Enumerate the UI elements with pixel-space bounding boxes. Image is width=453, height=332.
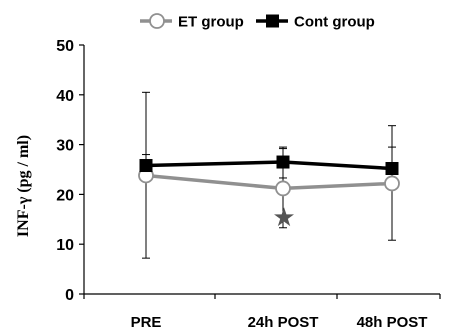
annotations: ★: [272, 203, 295, 233]
data-point-square: [139, 159, 153, 173]
significance-star: ★: [272, 203, 295, 233]
series-lines: [145, 160, 393, 191]
y-axis-label: INF-γ (pg / ml): [15, 135, 32, 237]
data-point-square: [385, 162, 399, 176]
data-point-circle: [275, 180, 291, 197]
legend-label: ET group: [178, 14, 244, 31]
legend-marker-circle: [149, 13, 165, 29]
series-line: [145, 173, 393, 191]
y-tick-label: 30: [56, 138, 74, 155]
axes: 0 10 20 30 40 50 PRE 24h POST 48h POST: [56, 38, 441, 331]
x-tick-label: 48h POST: [357, 314, 428, 331]
data-point-circle: [384, 175, 400, 192]
data-point-square: [276, 155, 290, 169]
y-tick-label: 50: [56, 38, 74, 55]
y-tick-label: 0: [65, 287, 74, 304]
error-bars: [142, 91, 396, 259]
legend-label: Cont group: [294, 14, 375, 31]
legend-marker-square: [266, 14, 279, 28]
legend: ET group Cont group: [140, 13, 375, 31]
y-tick-label: 20: [56, 187, 74, 204]
markers: [138, 155, 400, 197]
x-tick-label: 24h POST: [248, 314, 319, 331]
y-tick-label: 10: [56, 237, 74, 254]
y-tick-label: 40: [56, 88, 74, 105]
x-tick-label: PRE: [131, 314, 162, 331]
series-line: [145, 160, 393, 171]
